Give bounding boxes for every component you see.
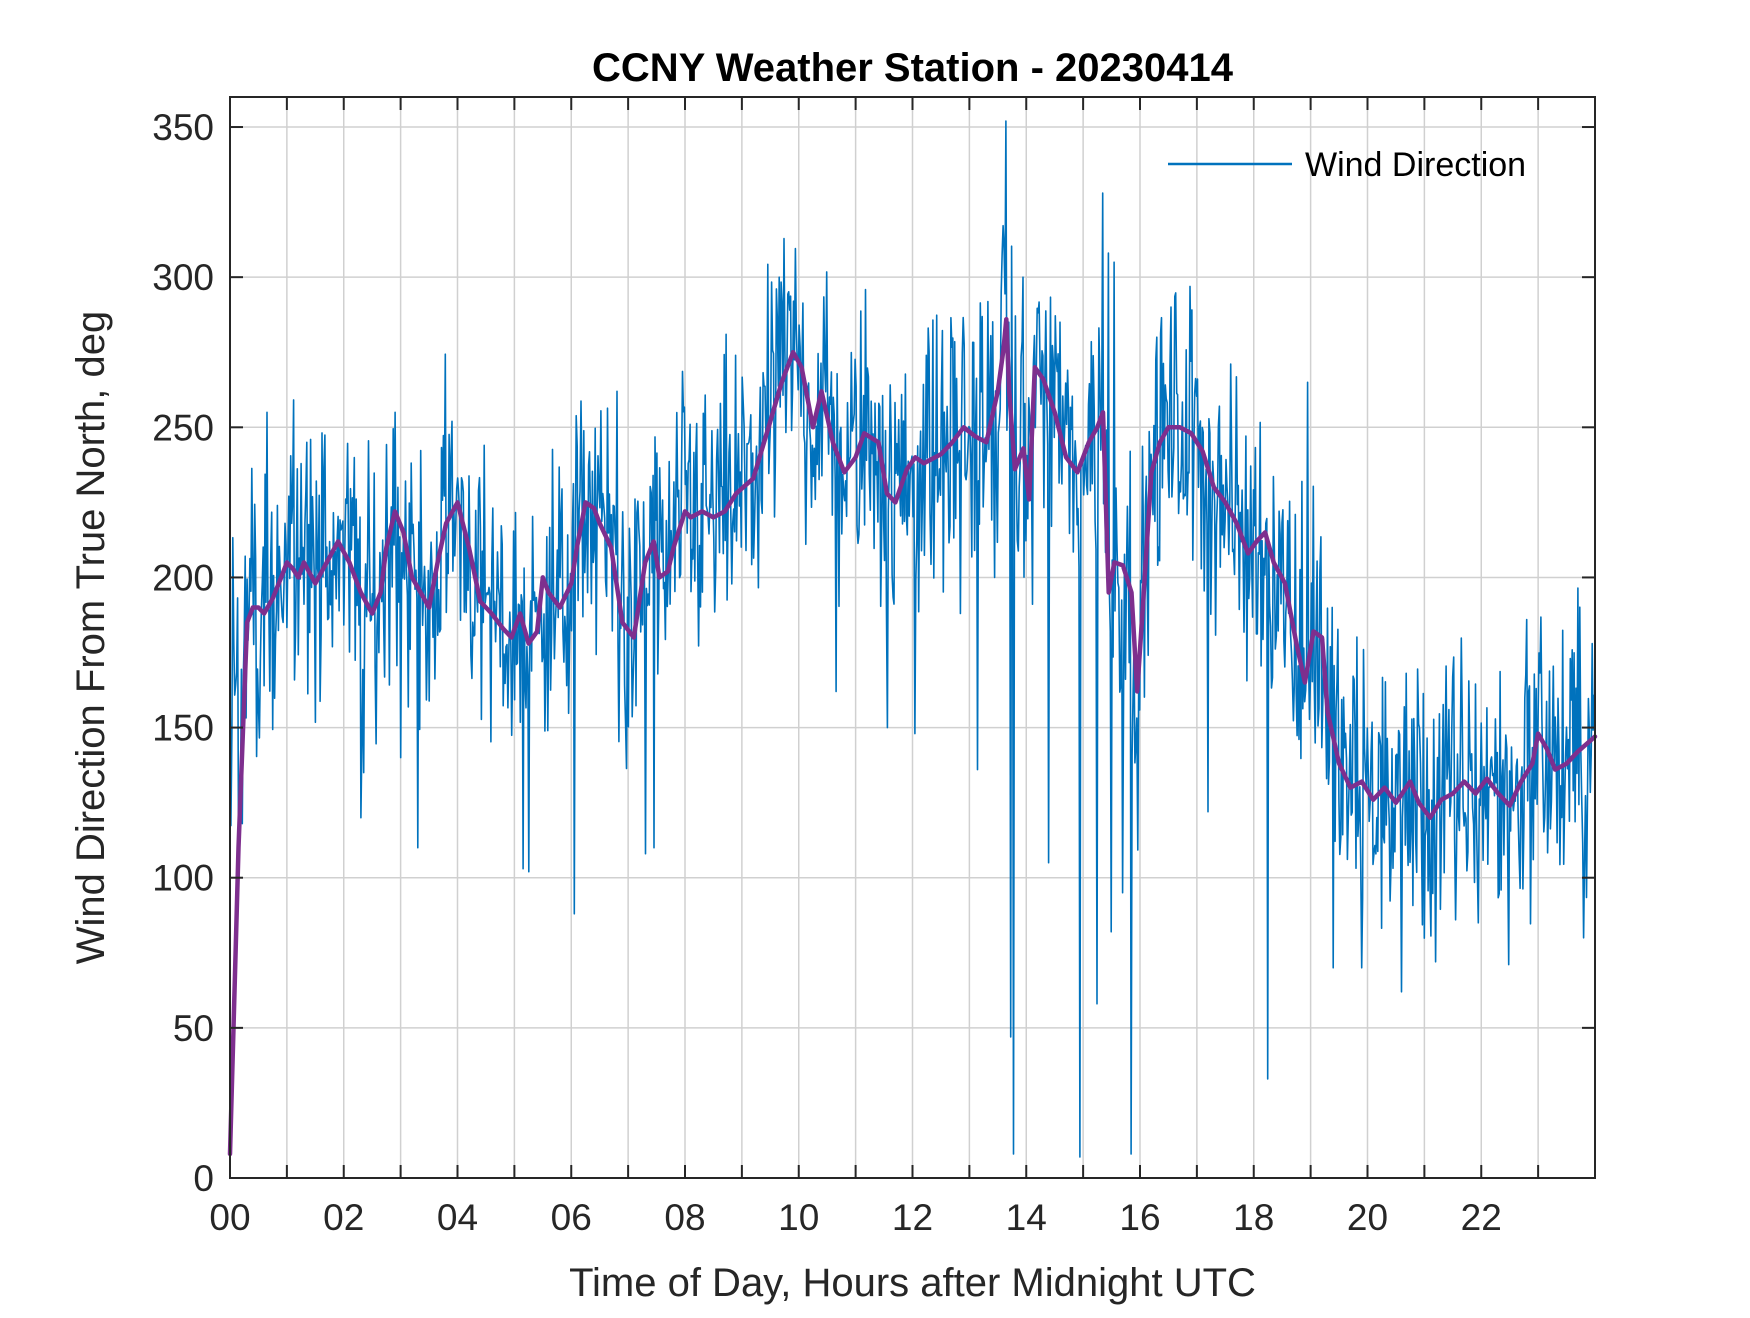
legend: Wind Direction (1168, 146, 1526, 184)
y-tick-label: 50 (173, 1008, 214, 1049)
y-tick-label: 200 (152, 557, 214, 598)
x-tick-label: 12 (892, 1197, 933, 1238)
y-tick-label: 300 (152, 257, 214, 298)
y-tick-label: 0 (193, 1158, 214, 1199)
x-tick-label: 10 (778, 1197, 819, 1238)
x-tick-label: 04 (437, 1197, 478, 1238)
x-axis-title: Time of Day, Hours after Midnight UTC (569, 1261, 1256, 1305)
y-axis-title: Wind Direction From True North, deg (69, 311, 113, 965)
x-tick-label: 02 (323, 1197, 364, 1238)
x-tick-label: 22 (1461, 1197, 1502, 1238)
y-tick-label: 150 (152, 708, 214, 749)
x-tick-label: 08 (664, 1197, 705, 1238)
x-tick-label: 18 (1233, 1197, 1274, 1238)
y-tick-label: 100 (152, 858, 214, 899)
x-tick-label: 06 (551, 1197, 592, 1238)
x-tick-label: 20 (1347, 1197, 1388, 1238)
x-tick-label: 00 (209, 1197, 250, 1238)
y-tick-label: 350 (152, 107, 214, 148)
tick-marks (230, 97, 1595, 1178)
tick-labels: 00 02 04 06 08 10 12 14 16 18 20 22 0 50 100 150 200 250 3… (152, 107, 1502, 1238)
series-wind-direction-line (229, 120, 1596, 1158)
series-layer (227, 120, 1598, 1158)
x-tick-label: 16 (1119, 1197, 1160, 1238)
x-tick-label: 14 (1006, 1197, 1047, 1238)
y-tick-label: 250 (152, 407, 214, 448)
chart-title: CCNY Weather Station - 20230414 (592, 46, 1234, 90)
legend-label-wind-direction: Wind Direction (1305, 146, 1526, 184)
series-running-mean-line (227, 316, 1598, 1157)
